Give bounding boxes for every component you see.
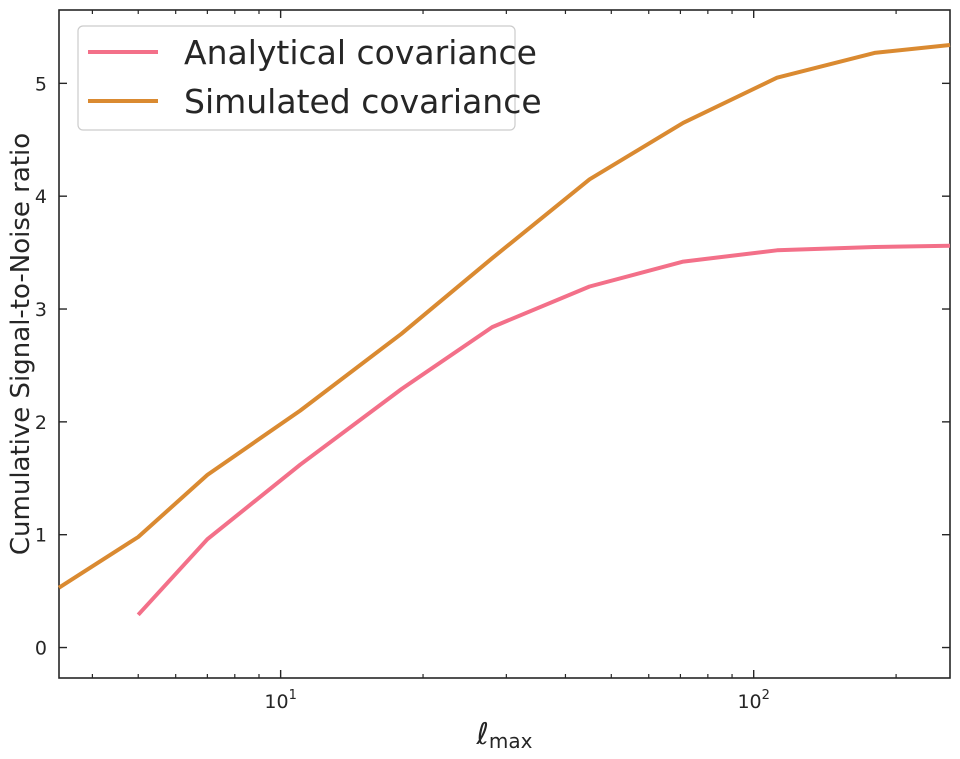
legend-box: [77, 25, 516, 131]
legend: Analytical covariance Simulated covarianc…: [77, 25, 542, 131]
legend-label-0: Analytical covariance: [184, 33, 537, 72]
y-tick-label: 5: [35, 73, 47, 95]
y-tick-label: 0: [35, 638, 47, 660]
series-line-0: [136, 243, 951, 617]
y-axis-label: Cumulative Signal-to-Noise ratio: [6, 133, 36, 555]
x-axis-label: ℓmax: [476, 717, 533, 753]
y-axis: 0 1 2 3 4 5: [35, 73, 950, 660]
x-axis: 101 102: [91, 10, 897, 713]
legend-label-1: Simulated covariance: [184, 82, 542, 121]
y-tick-label: 1: [35, 525, 47, 547]
y-tick-label: 2: [35, 412, 47, 434]
x-tick-label: 102: [737, 688, 769, 713]
plot-lines: [57, 43, 951, 617]
series-line-1: [57, 43, 951, 590]
y-tick-label: 4: [35, 186, 47, 208]
plot-frame: [58, 9, 951, 679]
y-tick-label: 3: [35, 299, 47, 321]
x-tick-label: 101: [264, 688, 296, 713]
